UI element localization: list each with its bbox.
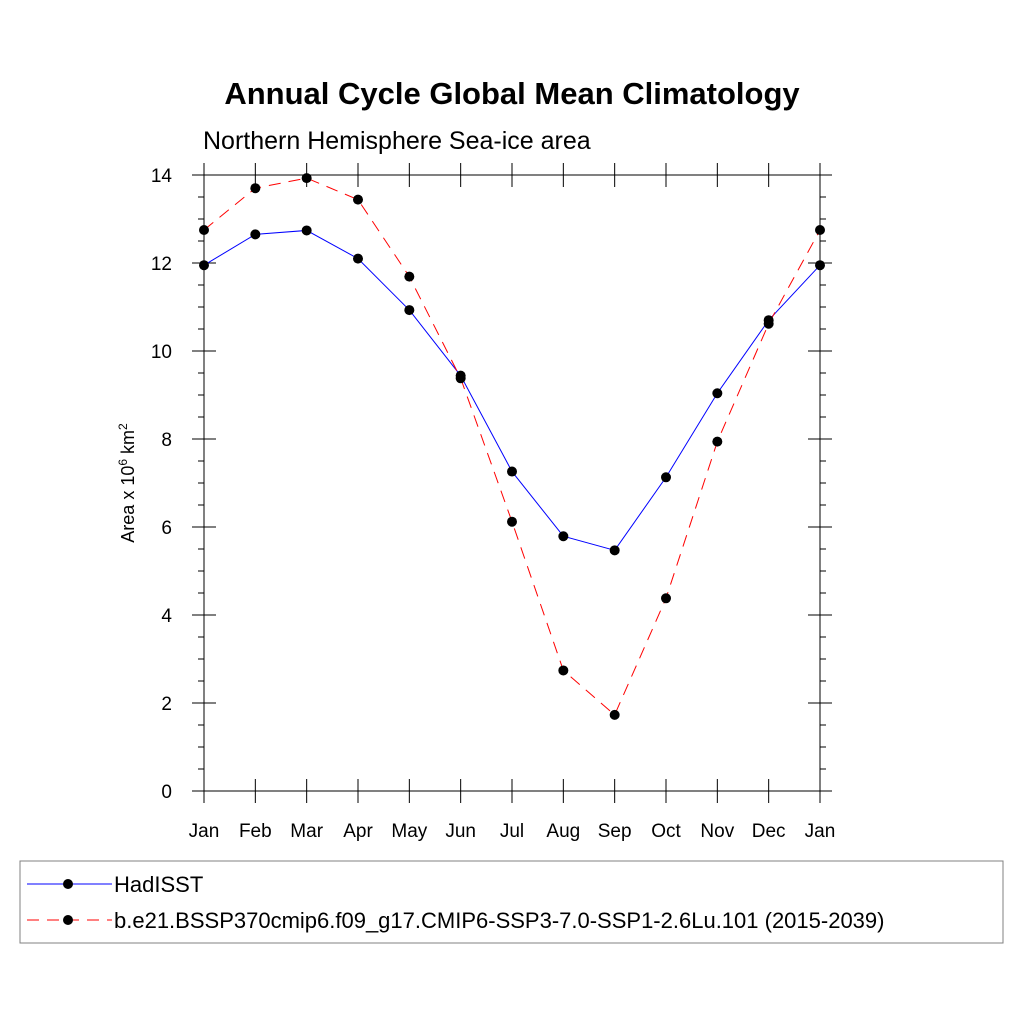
chart-subtitle: Northern Hemisphere Sea-ice area [203,127,591,155]
y-tick-label: 8 [161,430,172,451]
data-point-1 [661,593,671,604]
x-tick-label: Sep [598,821,632,842]
plot-frame [203,174,821,792]
data-point-1 [301,173,312,184]
x-tick-label: Jun [445,821,476,842]
data-point-0 [815,260,825,271]
y-tick-label: 10 [151,342,172,363]
y-tick-label: 4 [161,606,172,627]
legend-box [19,860,1004,944]
data-point-1 [712,436,723,447]
y-tick-label: 6 [161,518,172,539]
data-point-0 [507,466,517,477]
series-layer [199,173,825,720]
x-tick-label: May [391,821,427,842]
x-tick-label: Jan [189,821,220,842]
data-point-1 [404,271,415,282]
data-point-0 [353,253,363,264]
x-tick-label: Jan [805,821,836,842]
legend-item-hadisst: HadISST [27,872,203,897]
legend-label-model: b.e21.BSSP370cmip6.f09_g17.CMIP6-SSP3-7.… [114,908,884,933]
x-tick-label: Aug [546,821,580,842]
data-point-1 [815,225,825,235]
chart-title: Annual Cycle Global Mean Climatology [224,76,800,111]
x-tick-label: Mar [290,821,323,842]
x-tick-label: Jul [500,821,524,842]
data-point-1 [455,373,466,384]
data-point-1 [353,194,363,205]
legend-marker-hadisst [63,879,73,889]
y-tick-label: 12 [151,254,172,275]
legend-item-model: b.e21.BSSP370cmip6.f09_g17.CMIP6-SSP3-7.… [27,908,884,933]
data-point-1 [558,665,569,676]
data-point-1 [199,225,209,235]
legend-marker-model [63,915,73,925]
data-point-1 [250,183,261,194]
data-point-1 [763,318,774,329]
axes: Jan Feb Mar Apr May Jun Jul Aug Sep Oct Nov Dec Jan 0… [151,163,835,842]
series-line-1 [203,177,821,716]
y-tick-label: 14 [151,166,173,187]
x-tick-label: Apr [343,821,373,842]
data-point-0 [199,260,209,271]
data-point-1 [507,516,517,527]
x-tick-label: Dec [752,821,786,842]
data-point-0 [609,545,620,556]
series-line-0 [203,229,821,551]
x-tick-label: Nov [700,821,734,842]
data-point-0 [301,225,312,236]
y-tick-label: 2 [161,694,172,715]
x-tick-label: Oct [651,821,681,842]
data-point-0 [712,388,723,399]
data-point-0 [404,305,415,316]
data-point-0 [558,531,569,542]
x-tick-label: Feb [239,821,272,842]
legend-label-hadisst: HadISST [114,872,203,897]
data-point-0 [661,472,671,483]
data-point-1 [609,709,620,720]
data-point-0 [250,229,261,240]
y-axis-label: Area x 106 km2 [116,423,138,543]
y-tick-label: 0 [161,782,172,803]
